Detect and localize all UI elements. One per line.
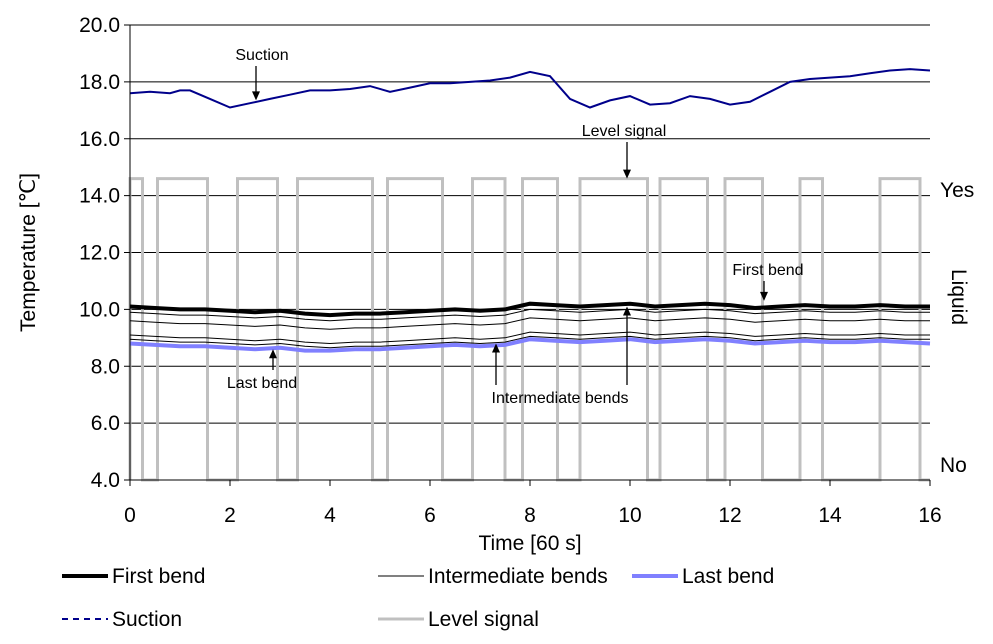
legend-label: First bend: [112, 565, 205, 588]
x-tick-label: 8: [524, 504, 536, 527]
annotation-arrowhead: [492, 343, 500, 353]
annotation-label: Suction: [235, 47, 288, 64]
annotation-label: Intermediate bends: [492, 390, 629, 407]
intermediate-bend-line: [129, 308, 930, 322]
x-tick-label: 0: [124, 504, 136, 527]
x-tick-label: 16: [918, 504, 941, 527]
intermediate-bend-line: [129, 317, 930, 330]
x-tick-label: 4: [324, 504, 336, 527]
annotation-arrowhead: [760, 291, 768, 301]
annotation-arrowhead: [623, 169, 631, 179]
y-tick-label: 6.0: [91, 412, 120, 435]
level-signal-series: [128, 177, 930, 482]
axes: 4.0 6.0 8.0 10.0 12.0 14.0 16.0 18.0 20.0 0 2 4 6 8 10…: [17, 14, 974, 555]
x-tick-label: 14: [818, 504, 842, 527]
suction-line: [129, 68, 931, 109]
y-axis-title: Temperature [℃]: [17, 173, 40, 332]
x-tick-label: 6: [424, 504, 436, 527]
legend-label: Level signal: [428, 608, 539, 631]
annotation-label: Last bend: [227, 375, 297, 392]
annotation-label: First bend: [732, 262, 803, 279]
y-tick-label: 16.0: [79, 128, 120, 151]
x-tick-label: 2: [224, 504, 236, 527]
legend-label: Suction: [112, 608, 182, 631]
legend: First bend Intermediate bends Last bend Suc…: [62, 565, 774, 631]
y-tick-label: 8.0: [91, 355, 120, 378]
intermediate-bend-line: [129, 331, 930, 345]
legend-label: Last bend: [682, 565, 774, 588]
right-axis-title: Liquid: [947, 269, 970, 325]
y-tick-label: 12.0: [79, 242, 120, 265]
level-signal-line: [128, 177, 930, 482]
y-tick-label: 10.0: [79, 298, 120, 321]
y-tick-label: 4.0: [91, 469, 120, 492]
y-tick-label: 14.0: [79, 185, 120, 208]
right-axis-yes-label: Yes: [940, 179, 974, 202]
annotations: Suction Level signal First bend Last bend In…: [227, 47, 804, 407]
y-tick-label: 20.0: [79, 14, 120, 37]
legend-label: Intermediate bends: [428, 565, 608, 588]
y-tick-label: 18.0: [79, 71, 120, 94]
right-axis-no-label: No: [940, 454, 967, 477]
x-tick-label: 10: [618, 504, 641, 527]
x-axis-title: Time [60 s]: [478, 532, 581, 555]
gridlines: [130, 24, 930, 481]
x-tick-label: 12: [718, 504, 741, 527]
last-bend-line: [129, 337, 931, 353]
annotation-arrowhead: [623, 306, 631, 316]
temperature-series: [129, 68, 931, 353]
annotation-arrowhead: [252, 91, 260, 101]
annotation-label: Level signal: [582, 123, 667, 140]
intermediate-bend-line: [129, 335, 930, 349]
annotation-arrowhead: [269, 349, 277, 359]
first-bend-line: [129, 301, 930, 318]
